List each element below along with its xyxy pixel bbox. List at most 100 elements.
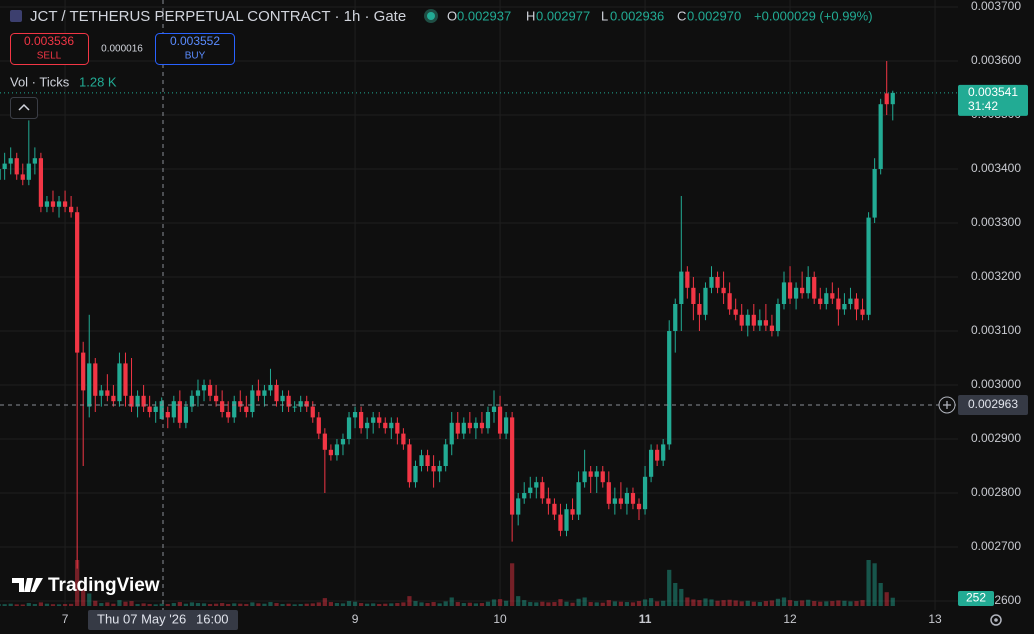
volume-bar [383,603,388,606]
volume-bar [516,596,521,606]
volume-bar [830,601,835,606]
y-tick-label: 0.002800 [971,485,1021,499]
candle-body [153,406,158,412]
buy-price: 0.003552 [170,34,220,48]
volume-bar [310,603,315,606]
candle-body [630,493,636,504]
settings-icon[interactable] [990,614,1002,626]
candle-body [201,385,207,391]
candle-body [812,277,817,299]
close-value: 0.002970 [687,8,741,23]
volume-bar [407,596,412,606]
volume-bar [262,603,267,606]
volume-bar [576,598,581,606]
candle-body [636,503,642,510]
volume-bar [570,602,575,606]
volume-bar [648,598,654,606]
candle-body [20,174,25,180]
candle-body [238,401,243,407]
x-tick-label: 9 [352,612,359,626]
candle-body [455,422,460,434]
volume-bar [848,601,853,606]
volume-label: 252 [966,591,986,605]
candle-body [612,498,617,504]
candle-body [793,287,799,299]
candle-body [431,466,436,472]
volume-bar [280,604,285,606]
buy-button[interactable] [155,33,235,65]
volume-bar [165,604,170,606]
candle-body [75,212,80,353]
volume-pane [0,560,895,606]
sell-label: SELL [37,51,62,62]
candle-body [588,471,593,477]
candle-body [528,487,533,493]
candle-body [395,422,400,434]
candle-body [679,271,684,304]
collapse-button[interactable] [10,97,38,119]
volume-bar [842,600,847,606]
volume-bar [546,602,551,606]
candle-body [274,385,279,402]
candle-body [661,444,666,461]
candle-body [389,422,394,429]
candle-body [491,406,497,412]
candle-body [497,406,503,434]
candle-body [564,509,569,531]
volume-bar [697,600,702,606]
volume-bar [340,603,346,606]
volume-bar [528,602,533,606]
volume-bar [884,592,889,606]
sell-button[interactable] [10,33,89,65]
y-tick-label: 0.003000 [971,377,1021,391]
candle-body [787,282,793,299]
volume-label-box [958,591,994,606]
volume-bar [111,603,116,606]
candle-body [286,395,291,407]
volume-bar [812,601,817,606]
candle-body [600,471,605,483]
sell-price: 0.003536 [24,34,74,48]
volume-bar [141,603,146,606]
candle-body [383,422,388,429]
volume-bar [56,604,62,606]
volume-bar [709,599,714,606]
candle-body [171,401,176,418]
countdown: 31:42 [968,99,998,113]
candle-body [763,320,768,326]
volume-bar [286,603,291,606]
candle-body [806,277,811,294]
volume-bar [147,604,152,606]
volume-bar [588,602,593,606]
candle-body [81,352,86,391]
candle-body [32,158,37,164]
candle-body [842,304,847,310]
volume-bar [292,604,297,606]
volume-bar [703,598,708,606]
candle-body [87,363,92,407]
candle-body [854,298,859,310]
candle-body [62,201,68,207]
volume-bar [395,603,400,606]
candle-body [830,293,835,299]
volume-bar [377,604,382,606]
volume-bar [600,602,605,606]
candle-body [425,455,430,466]
candle-body [310,406,315,418]
volume-bar [365,603,370,606]
volume-bar [189,602,195,606]
crosshair-hour: 16:00 [196,611,229,626]
volume-bar [558,599,563,606]
volume-bar [449,597,454,606]
candle-body [522,493,527,499]
volume-bar [153,604,158,606]
volume-bar [890,597,895,606]
volume-bar [540,601,545,606]
candle-body [105,390,110,396]
volume-bar [630,602,636,606]
candle-body [340,439,346,445]
candle-body [2,163,7,169]
candle-body [328,449,334,456]
watermark-text: TradingView [48,575,160,596]
